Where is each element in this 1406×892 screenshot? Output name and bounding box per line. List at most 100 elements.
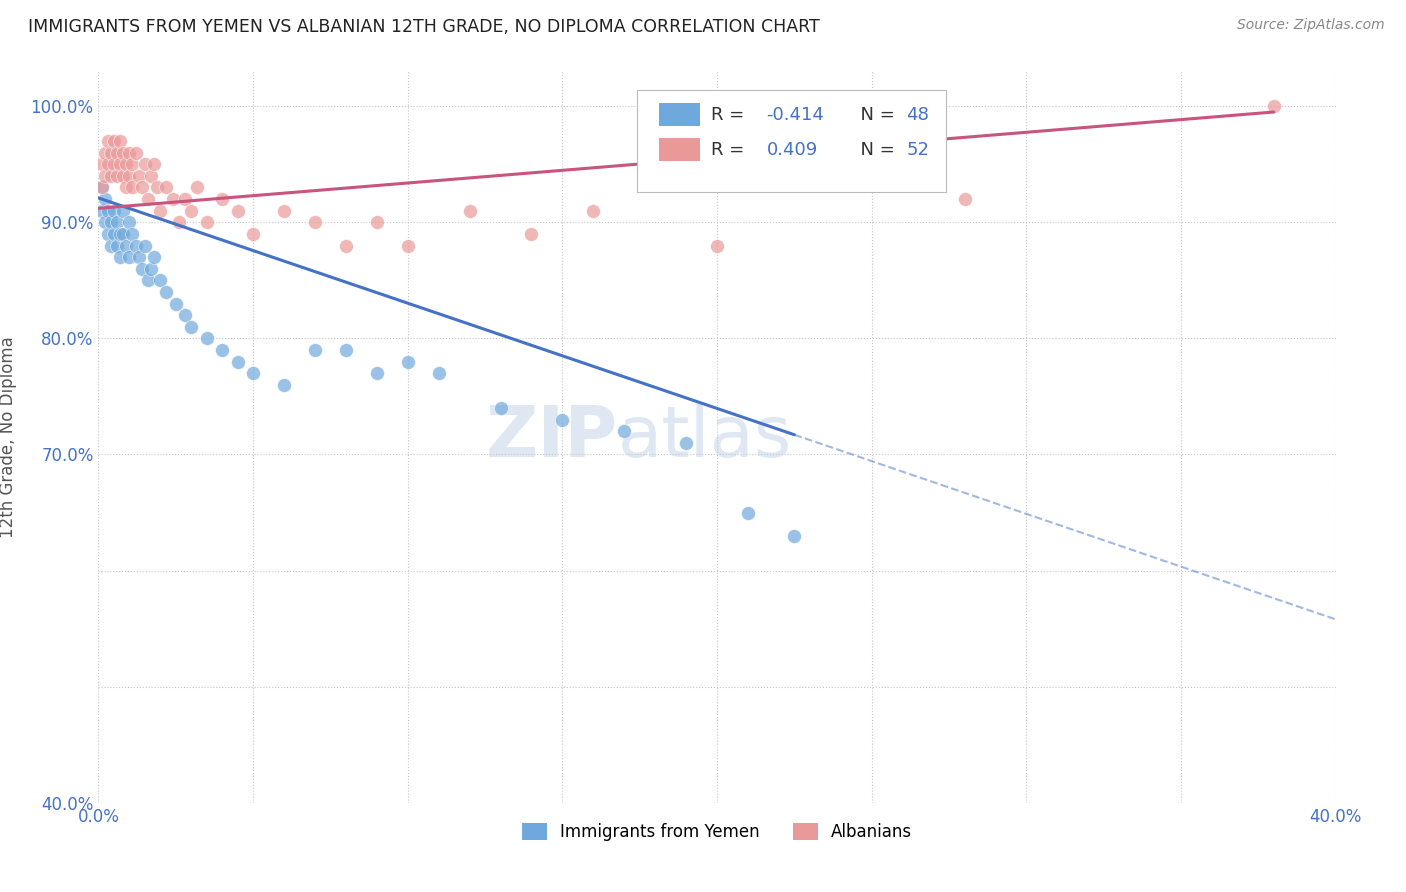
Point xyxy=(93,169,115,183)
Text: N =: N = xyxy=(849,105,901,123)
Text: ZIP: ZIP xyxy=(486,402,619,472)
Point xyxy=(134,238,156,252)
Bar xyxy=(659,138,700,161)
Point xyxy=(273,203,295,218)
Point xyxy=(143,250,166,264)
Point xyxy=(273,377,295,392)
Point xyxy=(115,238,138,252)
Point xyxy=(90,203,112,218)
Text: 0.409: 0.409 xyxy=(766,141,818,159)
Point xyxy=(582,203,605,218)
Point xyxy=(335,343,357,357)
Point xyxy=(186,180,208,194)
Point xyxy=(174,192,197,206)
Point xyxy=(149,273,172,287)
Point xyxy=(118,169,141,183)
Point xyxy=(149,203,172,218)
Point xyxy=(100,169,122,183)
Text: R =: R = xyxy=(711,141,749,159)
Point xyxy=(97,134,120,148)
Point xyxy=(155,180,177,194)
Point xyxy=(100,145,122,160)
Point xyxy=(131,261,153,276)
Point xyxy=(121,157,143,171)
Point xyxy=(93,192,115,206)
Point xyxy=(737,506,759,520)
Point xyxy=(195,331,218,345)
Point xyxy=(195,215,218,229)
Point xyxy=(100,238,122,252)
Point xyxy=(165,296,187,310)
Point xyxy=(115,180,138,194)
Point xyxy=(121,227,143,241)
Point xyxy=(108,157,131,171)
Text: IMMIGRANTS FROM YEMEN VS ALBANIAN 12TH GRADE, NO DIPLOMA CORRELATION CHART: IMMIGRANTS FROM YEMEN VS ALBANIAN 12TH G… xyxy=(28,18,820,36)
Point xyxy=(108,227,131,241)
Point xyxy=(242,366,264,380)
Point xyxy=(180,319,202,334)
Y-axis label: 12th Grade, No Diploma: 12th Grade, No Diploma xyxy=(0,336,17,538)
Point xyxy=(100,215,122,229)
Point xyxy=(427,366,450,380)
Text: 52: 52 xyxy=(907,141,929,159)
Point xyxy=(335,238,357,252)
Point xyxy=(136,192,159,206)
Text: R =: R = xyxy=(711,105,749,123)
Point xyxy=(366,366,388,380)
Point xyxy=(304,215,326,229)
Point xyxy=(90,180,112,194)
Point xyxy=(128,169,150,183)
Point xyxy=(105,145,128,160)
Point xyxy=(520,227,543,241)
Point xyxy=(112,227,135,241)
Point xyxy=(90,180,112,194)
Point xyxy=(139,169,162,183)
Point xyxy=(953,192,976,206)
Point xyxy=(112,203,135,218)
Text: -0.414: -0.414 xyxy=(766,105,824,123)
Point xyxy=(396,354,419,368)
Point xyxy=(242,227,264,241)
Point xyxy=(396,238,419,252)
Point xyxy=(90,157,112,171)
Point xyxy=(97,157,120,171)
Point xyxy=(180,203,202,218)
Point xyxy=(128,250,150,264)
Point xyxy=(783,529,806,543)
Point xyxy=(103,227,125,241)
Point xyxy=(131,180,153,194)
Point xyxy=(675,436,697,450)
Point xyxy=(97,203,120,218)
Point xyxy=(124,145,146,160)
Point xyxy=(211,192,233,206)
Text: 48: 48 xyxy=(907,105,929,123)
Point xyxy=(118,145,141,160)
Point xyxy=(211,343,233,357)
Point xyxy=(143,157,166,171)
Point xyxy=(103,157,125,171)
Point xyxy=(304,343,326,357)
Text: Source: ZipAtlas.com: Source: ZipAtlas.com xyxy=(1237,18,1385,32)
Text: atlas: atlas xyxy=(619,402,793,472)
Point xyxy=(613,424,636,438)
Point xyxy=(105,238,128,252)
Point xyxy=(489,401,512,415)
Bar xyxy=(659,103,700,127)
Text: N =: N = xyxy=(849,141,901,159)
Point xyxy=(112,145,135,160)
Point xyxy=(121,180,143,194)
Point xyxy=(226,354,249,368)
Point xyxy=(706,238,728,252)
Point xyxy=(118,215,141,229)
Point xyxy=(458,203,481,218)
Point xyxy=(139,261,162,276)
Point xyxy=(93,215,115,229)
Point xyxy=(105,215,128,229)
Point xyxy=(226,203,249,218)
Point xyxy=(97,227,120,241)
Point xyxy=(551,412,574,426)
Point xyxy=(146,180,169,194)
Point xyxy=(108,250,131,264)
Point xyxy=(174,308,197,322)
Point xyxy=(162,192,184,206)
